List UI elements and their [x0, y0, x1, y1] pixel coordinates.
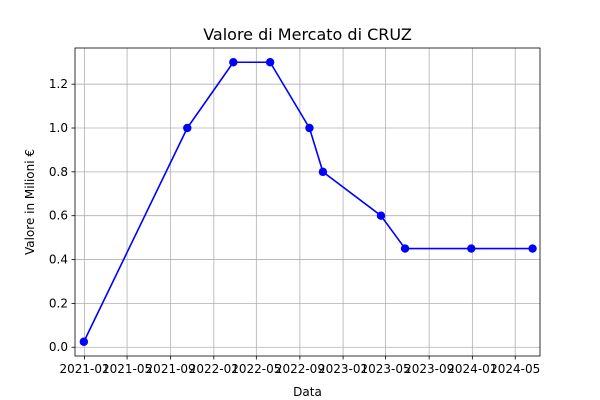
- y-tick-label: 1.2: [49, 77, 68, 91]
- data-point: [400, 244, 410, 253]
- data-point: [79, 337, 89, 346]
- x-axis-label: Data: [293, 385, 322, 399]
- y-tick-label: 0.2: [49, 296, 68, 310]
- x-tick-label: 2023-05: [361, 362, 411, 376]
- data-point: [376, 211, 386, 220]
- ticks: 2021-012021-052021-092022-012022-052022-…: [49, 77, 540, 376]
- series-layer: [79, 58, 537, 346]
- x-tick-label: 2024-05: [490, 362, 540, 376]
- x-tick-label: 2021-09: [146, 362, 196, 376]
- x-tick-label: 2023-01: [318, 362, 368, 376]
- x-tick-label: 2022-09: [275, 362, 325, 376]
- data-point: [229, 58, 238, 67]
- y-tick-label: 1.0: [49, 121, 68, 135]
- x-tick-label: 2021-01: [59, 362, 109, 376]
- y-tick-label: 0.0: [49, 340, 68, 354]
- x-tick-label: 2022-05: [231, 362, 281, 376]
- x-tick-label: 2023-09: [404, 362, 454, 376]
- data-point: [528, 244, 537, 253]
- series-line: [83, 61, 533, 343]
- plot-frame: [74, 47, 541, 357]
- data-point: [183, 123, 192, 133]
- grid: [75, 48, 540, 356]
- x-tick-label: 2024-01: [447, 362, 497, 376]
- x-tick-label: 2022-01: [189, 362, 239, 376]
- y-tick-label: 0.6: [49, 209, 68, 223]
- data-point: [318, 167, 328, 177]
- y-tick-label: 0.8: [49, 165, 68, 179]
- y-axis-label: Valore in Milioni €: [23, 149, 37, 255]
- data-point: [265, 58, 275, 67]
- data-point: [467, 244, 476, 253]
- x-tick-label: 2021-05: [102, 362, 152, 376]
- chart-title: Valore di Mercato di CRUZ: [203, 25, 412, 44]
- y-tick-label: 0.4: [49, 253, 68, 267]
- data-point: [305, 123, 314, 133]
